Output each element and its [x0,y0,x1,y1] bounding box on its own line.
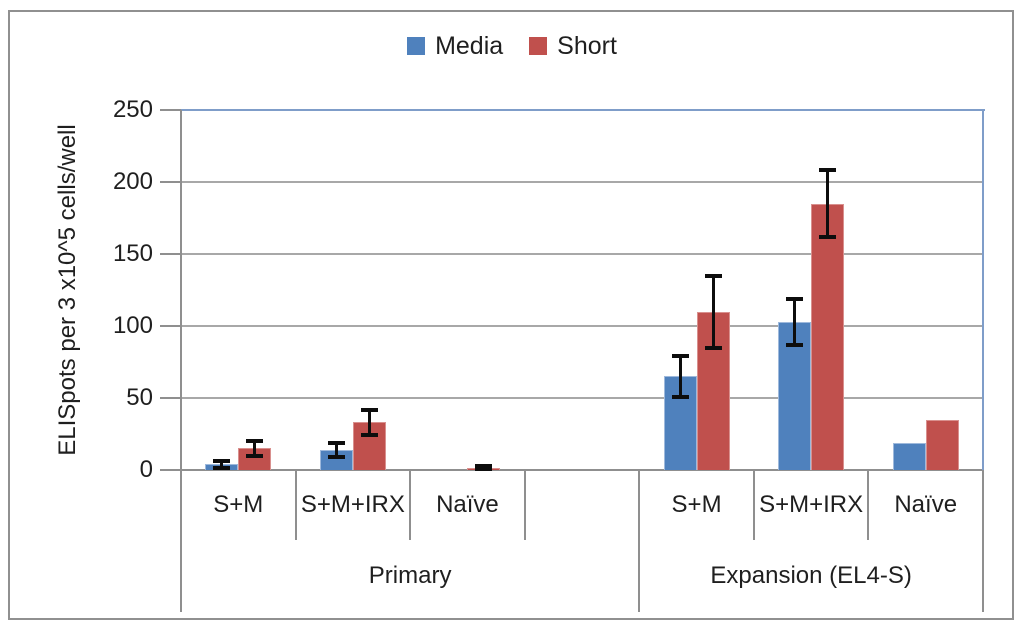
chart-legend: Media Short [0,31,1024,61]
y-tick-label: 250 [112,96,153,123]
category-label: S+M [213,491,264,518]
plot-border-top [181,109,985,111]
group-label: Primary [368,562,452,589]
y-tick [160,325,181,327]
plot-border-right [982,110,984,470]
category-label: S+M [671,491,722,518]
y-tick [160,469,181,471]
y-axis-line [180,110,182,612]
error-bar-cap [475,467,493,472]
error-bar-cap [327,440,345,445]
error-bar-line [678,356,682,397]
bar [811,203,845,470]
gridline [181,325,983,327]
bar [696,311,730,470]
error-bar-cap [786,342,804,347]
error-bar-cap [246,439,264,444]
category-label: S+M+IRX [759,491,864,518]
group-separator [638,470,641,612]
y-tick [160,253,181,255]
legend-item-short: Short [529,32,617,61]
gridline [181,397,983,399]
chart-border [8,10,1014,620]
error-bar-line [826,170,830,237]
category-separator [867,470,870,540]
category-separator [294,470,297,540]
bar [925,419,959,470]
error-bar-cap [213,458,231,463]
error-bar-cap [786,296,804,301]
y-tick-label: 200 [112,168,153,195]
category-separator [752,470,755,540]
y-tick-label: 50 [126,384,153,411]
gridline [181,181,983,183]
error-bar-line [220,460,224,468]
error-bar-line [711,275,715,348]
y-tick [160,397,181,399]
error-bar-line [253,441,257,456]
error-bar-line [793,298,797,345]
category-label: Naïve [894,491,958,518]
error-bar-cap [246,453,264,458]
category-label: Naïve [436,491,499,518]
error-bar-cap [704,273,722,278]
legend-swatch-short-icon [529,37,548,55]
legend-swatch-media-icon [407,37,426,55]
error-bar-cap [360,433,378,438]
error-bar-cap [475,464,493,469]
group-label: Expansion (EL4-S) [710,562,912,589]
error-bar-cap [213,465,231,470]
error-bar-cap [819,234,837,239]
gridline [181,253,983,255]
y-tick-label: 0 [139,456,153,483]
y-tick [160,181,181,183]
x-axis-line [181,469,983,471]
error-bar-line [367,409,371,436]
y-tick [160,109,181,111]
error-bar-line [334,442,338,458]
y-tick-label: 150 [112,240,153,267]
category-label: S+M+IRX [300,491,405,518]
error-bar-cap [671,354,689,359]
error-bar-cap [819,168,837,173]
category-separator [523,470,526,540]
error-bar-cap [360,407,378,412]
legend-label-short: Short [557,31,617,60]
error-bar-cap [327,455,345,460]
axis-separator-right [982,470,984,612]
y-tick-label: 100 [112,312,153,339]
error-bar-cap [704,345,722,350]
category-separator [409,470,412,540]
error-bar-cap [671,394,689,399]
legend-item-media: Media [407,32,503,61]
bar [892,442,926,470]
legend-label-media: Media [435,31,504,60]
